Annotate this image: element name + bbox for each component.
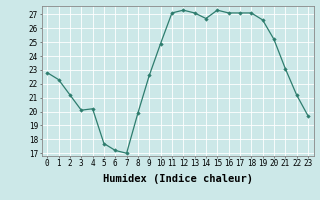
X-axis label: Humidex (Indice chaleur): Humidex (Indice chaleur) [103,174,252,184]
